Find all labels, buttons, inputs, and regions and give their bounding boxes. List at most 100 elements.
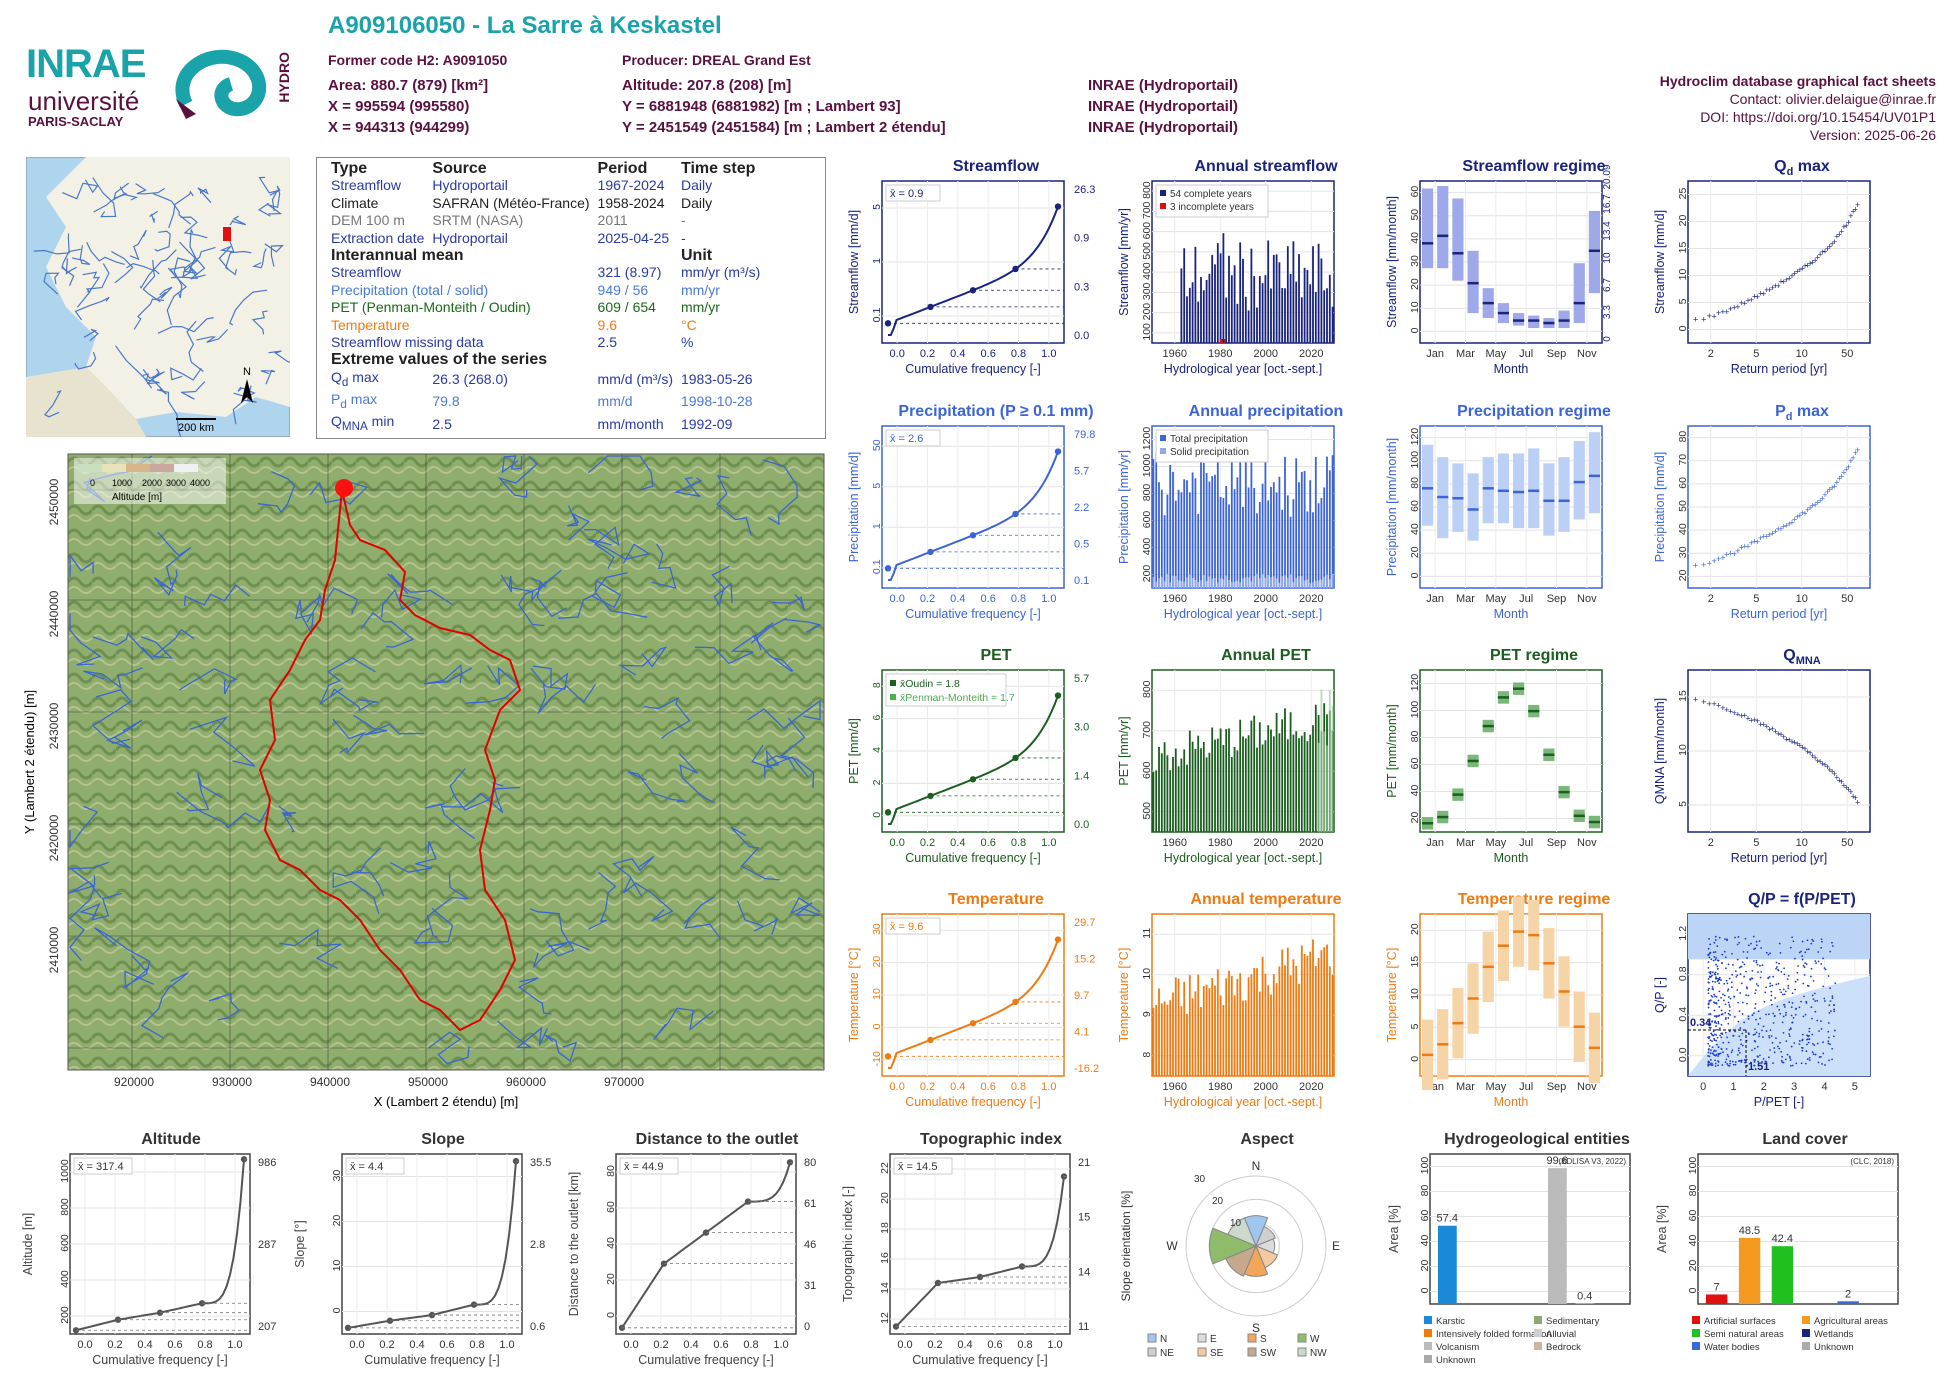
qp-point: [1777, 982, 1780, 985]
ytick-label: 60: [605, 1201, 617, 1213]
ytick-label: 1200: [1141, 427, 1153, 451]
category-bar: [1548, 1168, 1567, 1304]
chart-title: Land cover: [1762, 1131, 1847, 1148]
mean-box: [345, 1157, 405, 1175]
qp-point: [1733, 1015, 1736, 1018]
river-line: [153, 569, 178, 597]
river-line: [678, 752, 715, 804]
data-point: +: [1808, 503, 1813, 513]
solid-precip-bar: [1312, 582, 1314, 588]
ytick-label: 1000: [1141, 454, 1153, 478]
annual-bar: [1236, 303, 1239, 343]
map-xtick: 970000: [604, 1075, 644, 1089]
ytick-label: 40: [605, 1237, 617, 1249]
row-type: Climate: [331, 194, 379, 211]
qp-point: [1737, 936, 1740, 938]
h-extreme: Extreme values of the series: [331, 351, 548, 369]
qp-point: [1714, 973, 1717, 976]
data-point: [1018, 1263, 1026, 1270]
river-line: [197, 187, 212, 204]
qp-point: [1833, 1008, 1835, 1011]
annual-bar: [1275, 712, 1278, 832]
river-line: [186, 772, 223, 812]
chart-title: Slope: [421, 1131, 465, 1148]
xtick-label: 0.6: [981, 348, 996, 360]
ytick-label: 500: [1141, 242, 1153, 260]
qp-point: [1707, 1006, 1710, 1009]
qp-point: [1828, 1059, 1830, 1062]
qp-point: [1714, 939, 1717, 941]
river-line: [683, 896, 721, 939]
river-line: [627, 771, 686, 803]
data-point: +: [1795, 739, 1800, 749]
qp-point: [1707, 1051, 1710, 1054]
regime-range-box: [1573, 440, 1585, 520]
data-point: +: [1761, 531, 1766, 541]
ytick-label: 0: [1409, 327, 1421, 333]
annual-bar: [1172, 471, 1174, 588]
annual-bar: [1211, 476, 1214, 588]
qp-point: [1813, 992, 1816, 995]
qp-point: [1761, 1060, 1764, 1063]
xtick-label: Nov: [1577, 1081, 1597, 1093]
qp-point: [1776, 1045, 1779, 1048]
qp-point: [1717, 1015, 1720, 1017]
annual-bar: [1205, 472, 1208, 588]
data-point: +: [1844, 464, 1849, 474]
data-point: +: [1813, 753, 1818, 763]
qp-point: [1787, 987, 1790, 990]
bar-value-label: 7: [1714, 1281, 1720, 1293]
river-line: [78, 892, 122, 921]
solid-precip-bar: [1267, 574, 1270, 588]
france-location-map: 200 km N: [26, 157, 290, 437]
qp-point: [1753, 948, 1755, 951]
ytick-label: 12: [879, 1312, 891, 1324]
qp-point: [1738, 1035, 1741, 1038]
qp-point: [1708, 1036, 1711, 1038]
annual-bar: [1270, 288, 1272, 343]
qp-point: [1790, 1014, 1793, 1017]
qp-point: [1727, 1064, 1730, 1067]
legend-label: SE: [1210, 1348, 1224, 1359]
ytick-label: 50: [1677, 500, 1689, 512]
qp-point: [1707, 966, 1710, 969]
annual-bar: [1202, 462, 1205, 588]
qp-point: [1831, 1058, 1834, 1061]
annual-bar: [1323, 947, 1326, 1076]
river-line: [43, 390, 62, 418]
annual-bar: [1183, 981, 1186, 1076]
river-line: [229, 215, 247, 226]
annual-bar: [1180, 758, 1183, 832]
xtick-label: 2000: [1254, 837, 1278, 849]
annual-bar: [1320, 258, 1323, 343]
annual-bar: [1312, 725, 1314, 832]
extreme-label-sub: MNA: [341, 420, 368, 434]
xtick-label: 2020: [1299, 348, 1323, 360]
qp-point: [1780, 971, 1783, 973]
qp-point: [1722, 1041, 1725, 1044]
river-line: [587, 455, 654, 491]
rose-ring: [1185, 1175, 1327, 1317]
data-point: +: [1716, 554, 1721, 564]
qp-point: [1808, 1038, 1811, 1041]
xtick-label: 2000: [1254, 348, 1278, 360]
data-point: +: [1825, 762, 1830, 772]
qp-point: [1797, 965, 1799, 967]
data-point: +: [1789, 271, 1794, 281]
data-point: +: [1810, 257, 1815, 267]
legend-label: Wetlands: [1814, 1329, 1854, 1340]
annual-bar: [1247, 735, 1250, 832]
qp-point: [1779, 988, 1781, 991]
qmna-chart: QMNA 5 10 15 2 5 10 50 Return period [yr] QMNA [m…: [1652, 644, 1912, 876]
qp-point: [1739, 1051, 1741, 1054]
right-value-label: 0.3: [1074, 281, 1089, 293]
ytick-label: 100: [1687, 1157, 1699, 1175]
data-point: +: [1827, 765, 1832, 775]
qp-point: [1707, 1018, 1709, 1021]
info-table: Type Source Period Time step Streamflow H…: [316, 157, 826, 439]
legend-label: S: [1260, 1334, 1267, 1345]
river-line: [71, 245, 91, 265]
